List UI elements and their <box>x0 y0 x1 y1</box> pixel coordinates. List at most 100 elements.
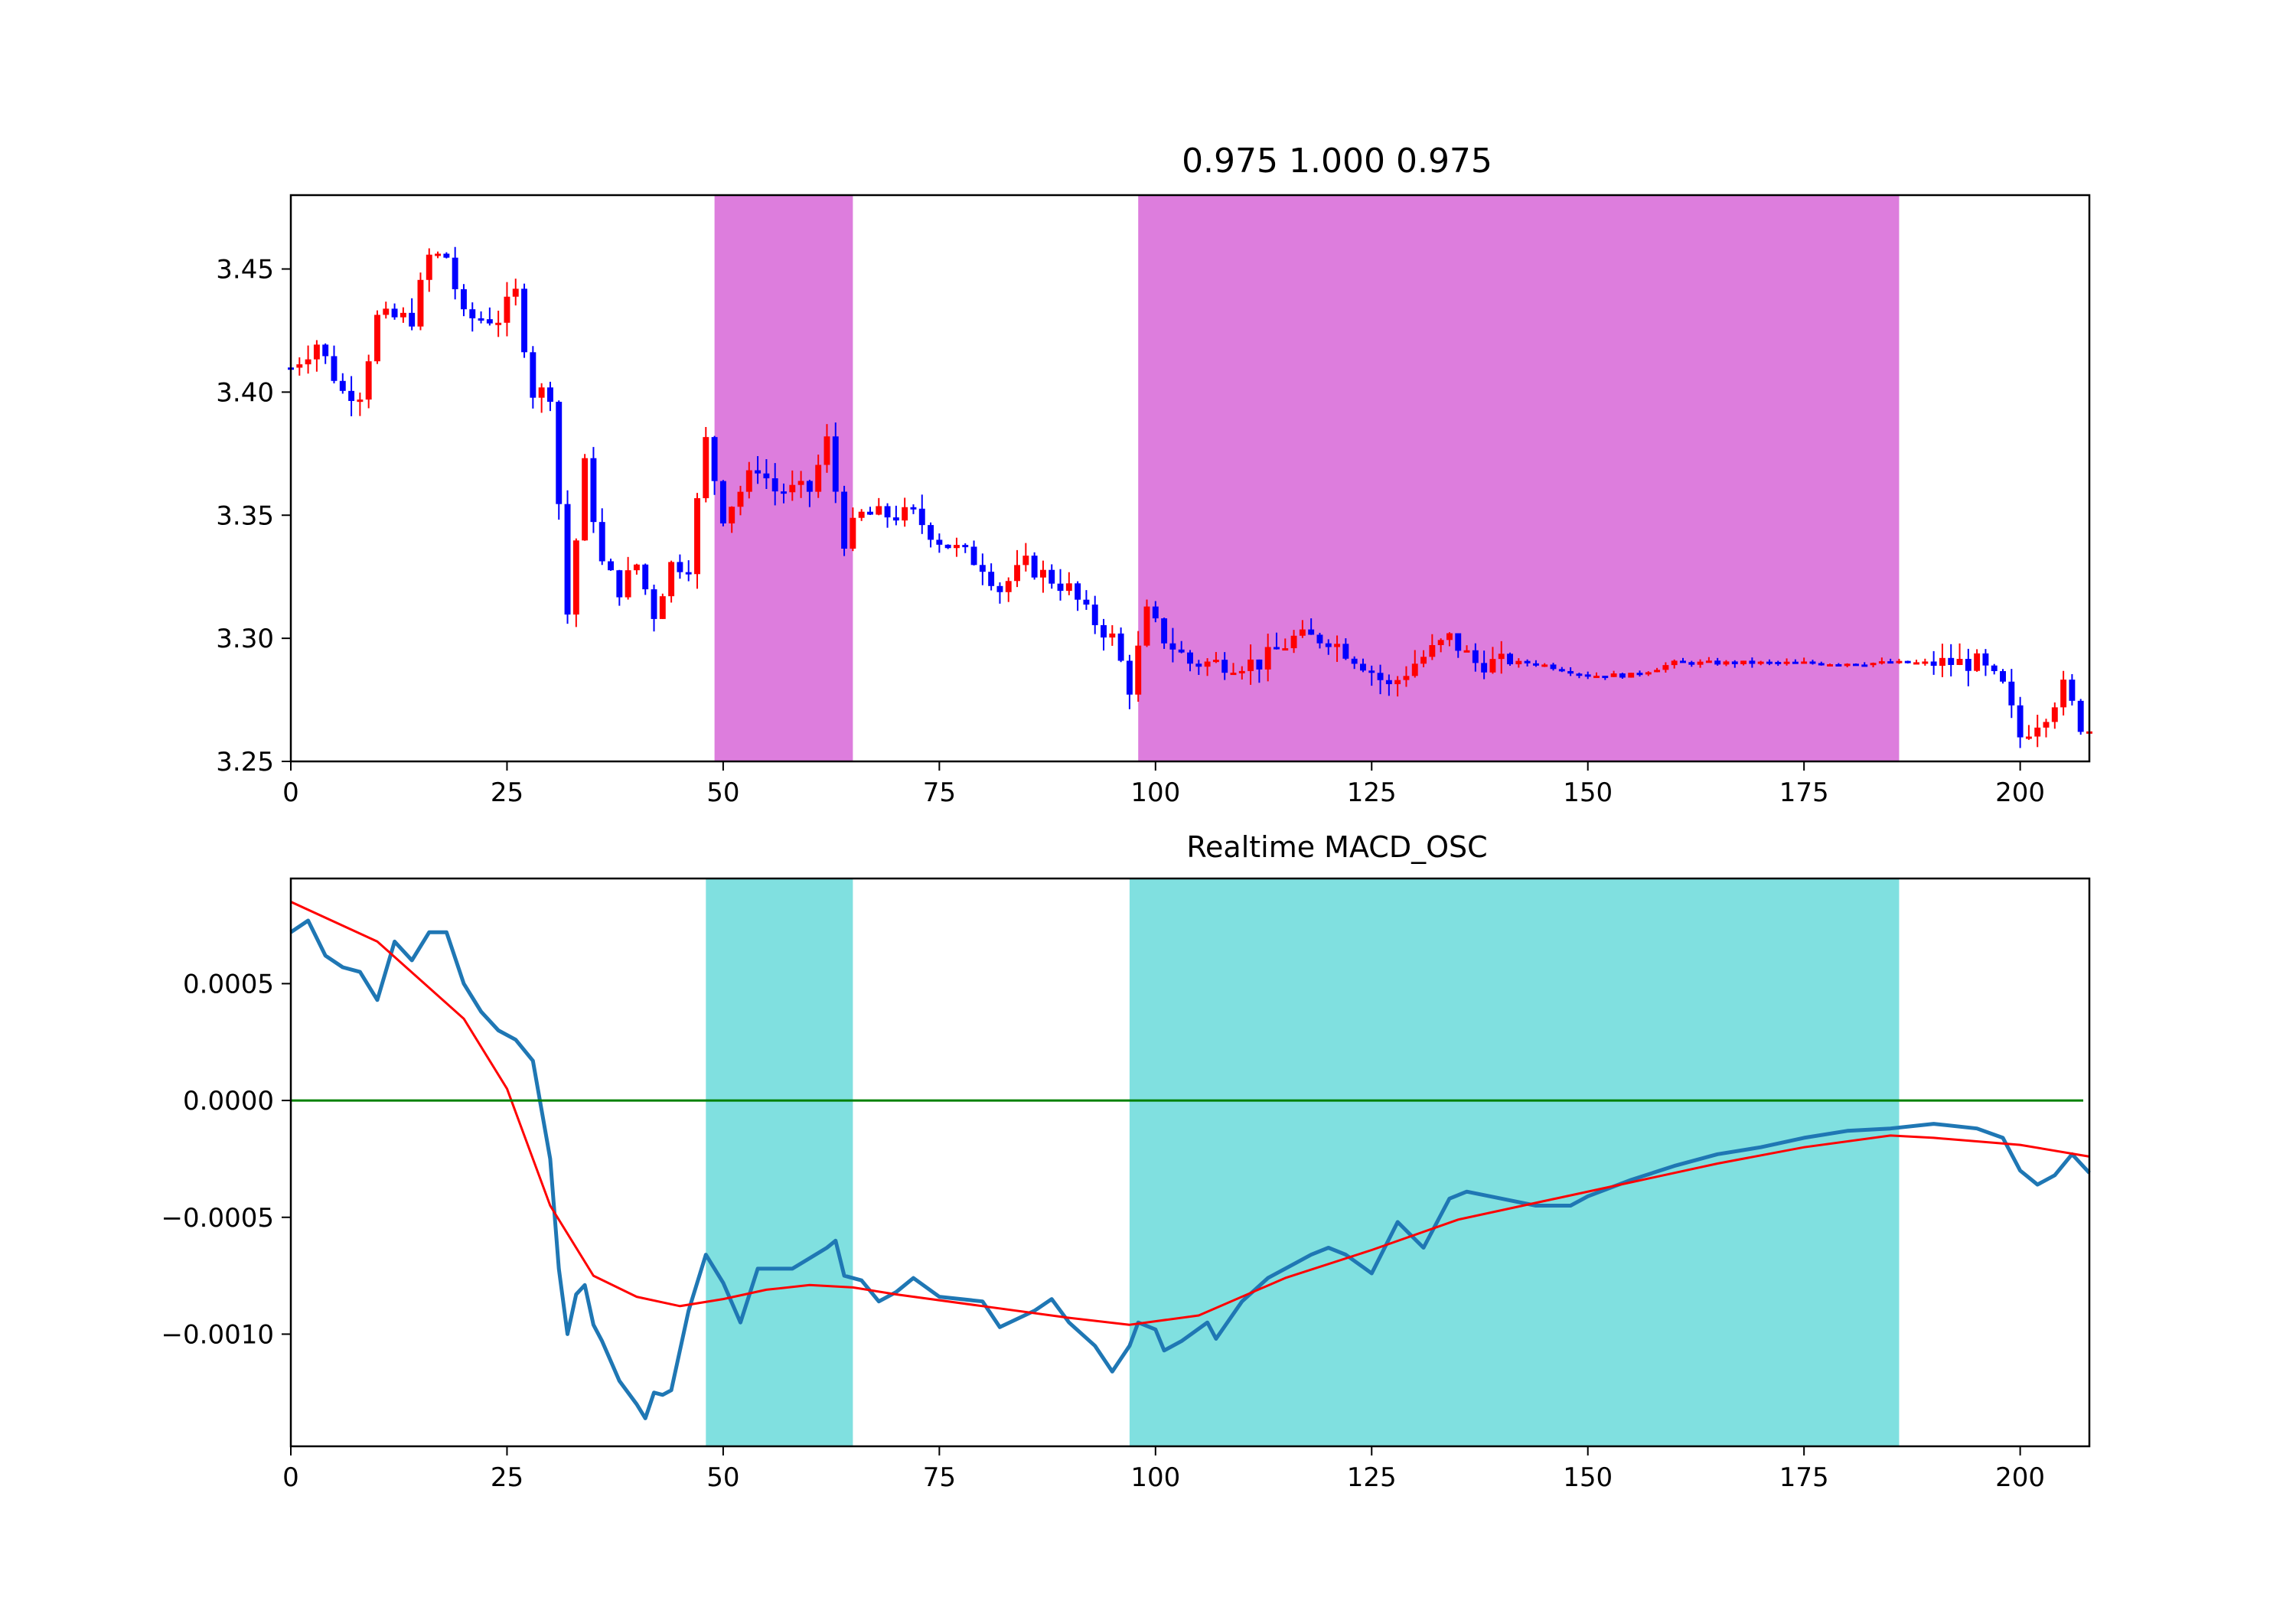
candle-body <box>1861 664 1868 667</box>
candle-body <box>1576 673 1583 676</box>
candle-body <box>1818 663 1825 666</box>
series-lines <box>289 901 2091 1420</box>
candle-body <box>572 540 579 615</box>
candle-body <box>1031 556 1038 578</box>
candle-body <box>1766 661 1773 664</box>
candle-body <box>1091 605 1098 625</box>
candle-body <box>1403 676 1410 680</box>
x-tick-label: 175 <box>1779 1462 1829 1493</box>
candle-body <box>771 478 778 492</box>
candle-body <box>789 484 796 493</box>
candle-body <box>755 470 762 474</box>
candle-body <box>1360 663 1366 671</box>
highlight-band <box>706 878 853 1446</box>
candle-body <box>1057 583 1064 592</box>
candle-body <box>841 491 848 549</box>
candle-body <box>1221 660 1228 673</box>
candle-body <box>1135 645 1142 695</box>
candle-body <box>1394 680 1401 685</box>
candle-body <box>546 387 553 403</box>
candle-body <box>1654 670 1661 673</box>
candle-body <box>1204 661 1211 667</box>
candle-body <box>521 288 528 353</box>
chart-title: 0.975 1.000 0.975 <box>1182 142 1492 181</box>
candle-body <box>1974 653 1981 671</box>
candle-body <box>296 364 303 368</box>
candle-body <box>357 399 364 403</box>
candle-body <box>902 507 908 521</box>
candle-body <box>815 464 822 492</box>
candle-body <box>1904 660 1911 663</box>
candle-body <box>1334 644 1341 647</box>
candle-body <box>2051 707 2058 722</box>
candle-body <box>1593 676 1600 679</box>
candle-body <box>806 481 813 492</box>
candle-body <box>1316 634 1323 644</box>
x-tick-label: 0 <box>282 1462 299 1493</box>
candle-body <box>988 572 995 586</box>
candle-body <box>1101 624 1107 638</box>
macd-osc-line <box>289 918 2091 1420</box>
macd-panel: 0 25 50 75 100 125 150 175 200 0.0005 0.0000 −0.00… <box>161 877 2091 1493</box>
candle-body <box>1965 659 1971 671</box>
candle-body <box>719 481 726 523</box>
candle-body <box>1801 661 1808 664</box>
candle-body <box>1939 657 1945 667</box>
candle-body <box>1878 661 1885 664</box>
candle-body <box>910 507 917 510</box>
candle-body <box>876 506 882 515</box>
candle-body <box>979 565 986 572</box>
candle-body <box>918 508 925 526</box>
candle-body <box>1913 662 1919 665</box>
candle-body <box>1645 672 1652 675</box>
candle-body <box>1688 662 1695 665</box>
candle-body <box>1299 629 1306 636</box>
candle-body <box>1558 669 1565 672</box>
candle-body <box>1930 661 1937 667</box>
x-tick-label: 150 <box>1563 777 1613 808</box>
candle-body <box>1680 660 1686 663</box>
candlesticks <box>288 246 2092 748</box>
y-tick-label: 3.45 <box>216 255 274 285</box>
candle-body <box>452 257 458 289</box>
candle-body <box>391 308 398 318</box>
candle-body <box>598 522 605 562</box>
candle-body <box>763 473 770 479</box>
candle-body <box>1584 674 1591 677</box>
candle-body <box>625 570 631 598</box>
candle-body <box>1065 583 1072 592</box>
candle-body <box>2060 680 2067 708</box>
candle-body <box>1274 647 1280 650</box>
y-ticks: 3.25 3.30 3.35 3.40 3.45 <box>216 255 291 777</box>
candle-body <box>1049 569 1055 584</box>
candle-body <box>2025 736 2032 739</box>
candle-body <box>1852 663 1859 667</box>
candle-body <box>1178 649 1185 653</box>
candle-body <box>797 481 804 485</box>
axes-frame <box>289 877 2091 1448</box>
candle-body <box>504 296 510 323</box>
candle-body <box>694 498 700 575</box>
candle-body <box>1005 581 1012 592</box>
candle-body <box>1740 660 1747 664</box>
candle-body <box>1783 661 1790 664</box>
y-tick-label: 3.40 <box>216 377 274 408</box>
candle-body <box>1238 670 1245 673</box>
candle-body <box>1515 660 1522 665</box>
candle-body <box>1628 673 1635 678</box>
x-tick-label: 0 <box>282 777 299 808</box>
candle-body <box>1152 606 1159 619</box>
candle-body <box>1282 648 1289 651</box>
highlight-band <box>714 195 853 761</box>
candle-body <box>1377 673 1384 680</box>
candle-body <box>339 380 346 391</box>
candle-body <box>1507 654 1513 665</box>
x-tick-label: 25 <box>491 777 523 808</box>
x-tick-label: 200 <box>1995 777 2045 808</box>
candle-body <box>348 390 355 401</box>
candle-body <box>2077 700 2084 732</box>
candle-body <box>858 511 865 518</box>
candle-body <box>1256 659 1263 670</box>
x-tick-label: 200 <box>1995 1462 2045 1493</box>
